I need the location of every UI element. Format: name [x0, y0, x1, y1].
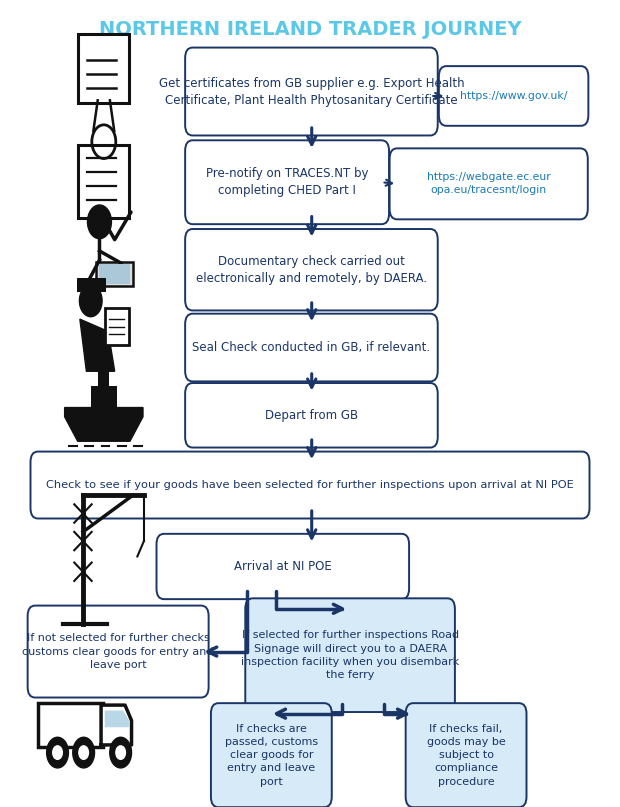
Text: https://webgate.ec.eur
opa.eu/tracesnt/login: https://webgate.ec.eur opa.eu/tracesnt/l… — [427, 172, 551, 195]
FancyBboxPatch shape — [99, 264, 130, 284]
Polygon shape — [101, 705, 131, 745]
Text: https://www.gov.uk/: https://www.gov.uk/ — [460, 91, 567, 101]
FancyBboxPatch shape — [105, 308, 129, 345]
FancyBboxPatch shape — [185, 383, 438, 448]
Circle shape — [79, 746, 89, 759]
Text: Arrival at NI POE: Arrival at NI POE — [234, 560, 332, 573]
Text: If selected for further inspections Road
Signage will direct you to a DAERA
insp: If selected for further inspections Road… — [241, 630, 459, 680]
FancyBboxPatch shape — [78, 145, 130, 218]
Circle shape — [53, 746, 63, 759]
Circle shape — [73, 738, 94, 768]
Text: NORTHERN IRELAND TRADER JOURNEY: NORTHERN IRELAND TRADER JOURNEY — [99, 20, 521, 40]
Text: If checks fail,
goods may be
subject to
compliance
procedure: If checks fail, goods may be subject to … — [427, 724, 505, 787]
FancyBboxPatch shape — [439, 66, 588, 126]
Circle shape — [87, 205, 112, 239]
FancyBboxPatch shape — [38, 703, 103, 747]
FancyBboxPatch shape — [91, 386, 117, 408]
FancyBboxPatch shape — [28, 605, 208, 697]
FancyBboxPatch shape — [76, 278, 106, 291]
Polygon shape — [105, 711, 128, 726]
Circle shape — [116, 746, 125, 759]
FancyBboxPatch shape — [211, 703, 332, 807]
FancyBboxPatch shape — [246, 598, 455, 712]
Text: Get certificates from GB supplier e.g. Export Health
Certificate, Plant Health P: Get certificates from GB supplier e.g. E… — [159, 77, 464, 107]
Text: Pre-notify on TRACES.NT by
completing CHED Part I: Pre-notify on TRACES.NT by completing CH… — [206, 167, 368, 197]
Circle shape — [110, 738, 131, 768]
FancyBboxPatch shape — [78, 34, 130, 102]
FancyBboxPatch shape — [185, 140, 389, 224]
Polygon shape — [80, 319, 115, 371]
Circle shape — [79, 285, 102, 316]
FancyBboxPatch shape — [30, 452, 590, 519]
FancyBboxPatch shape — [185, 48, 438, 136]
Text: Seal Check conducted in GB, if relevant.: Seal Check conducted in GB, if relevant. — [192, 341, 430, 354]
Text: Depart from GB: Depart from GB — [265, 409, 358, 422]
Text: If checks are
passed, customs
clear goods for
entry and leave
port: If checks are passed, customs clear good… — [225, 724, 318, 787]
Polygon shape — [64, 408, 143, 441]
Circle shape — [46, 738, 68, 768]
FancyBboxPatch shape — [185, 229, 438, 311]
FancyBboxPatch shape — [405, 703, 526, 807]
FancyBboxPatch shape — [185, 314, 438, 382]
Text: Documentary check carried out
electronically and remotely, by DAERA.: Documentary check carried out electronic… — [196, 255, 427, 285]
FancyBboxPatch shape — [99, 370, 109, 386]
FancyBboxPatch shape — [96, 261, 133, 286]
FancyBboxPatch shape — [389, 148, 588, 220]
FancyBboxPatch shape — [156, 533, 409, 599]
Text: If not selected for further checks
customs clear goods for entry and
leave port: If not selected for further checks custo… — [22, 633, 214, 670]
Text: Check to see if your goods have been selected for further inspections upon arriv: Check to see if your goods have been sel… — [46, 480, 574, 490]
